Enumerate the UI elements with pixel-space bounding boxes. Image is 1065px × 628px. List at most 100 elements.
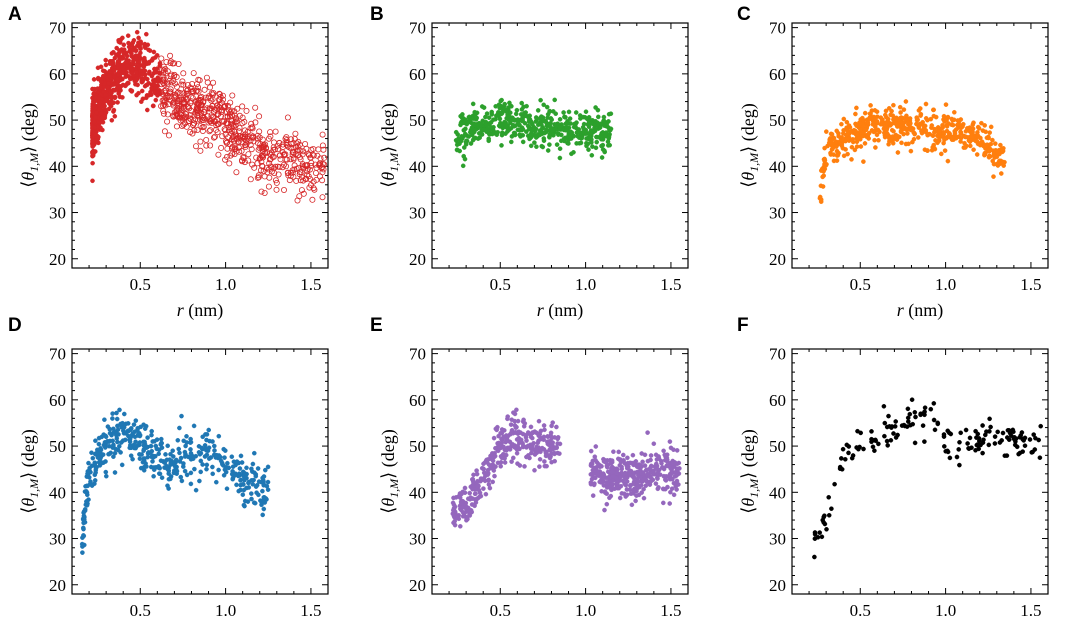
scatter-point: [130, 40, 136, 46]
scatter-point: [858, 120, 863, 126]
scatter-point: [834, 158, 840, 163]
scatter-point: [461, 127, 467, 133]
y-tick-label: 30: [49, 530, 66, 549]
scatter-point: [258, 188, 265, 195]
scatter-point: [146, 71, 152, 76]
scatter-point: [134, 29, 140, 35]
scatter-point: [90, 134, 95, 140]
scatter-point: [209, 103, 216, 110]
scatter-point: [854, 144, 860, 149]
scatter-point: [145, 451, 151, 456]
scatter-point: [115, 423, 120, 429]
scatter-point: [942, 137, 947, 143]
scatter-point: [177, 425, 182, 431]
scatter-point: [817, 194, 823, 200]
scatter-point: [536, 438, 541, 444]
scatter-point: [319, 131, 326, 138]
scatter-point: [524, 438, 529, 443]
scatter-point: [623, 475, 629, 481]
scatter-point: [590, 144, 595, 149]
y-tick-label: 40: [49, 157, 66, 176]
scatter-point: [956, 447, 962, 452]
scatter-point: [493, 445, 498, 451]
scatter-point: [91, 98, 96, 104]
scatter-point: [526, 127, 532, 132]
scatter-point: [667, 439, 673, 444]
scatter-point: [108, 90, 114, 95]
scatter-point: [166, 476, 172, 482]
scatter-point: [493, 116, 498, 122]
scatter-point: [858, 127, 863, 132]
scatter-point: [502, 101, 508, 107]
y-axis-label: ⟨θ1,M⟩ (deg): [18, 103, 41, 187]
scatter-point: [489, 131, 495, 137]
scatter-point: [210, 134, 217, 141]
scatter-point: [902, 120, 907, 125]
scatter-point: [272, 163, 279, 170]
scatter-point: [156, 471, 162, 476]
scatter-point: [252, 104, 259, 111]
scatter-point: [882, 433, 887, 439]
scatter-point: [289, 167, 296, 174]
scatter-point: [548, 116, 554, 121]
scatter-point: [528, 131, 534, 136]
scatter-point: [271, 170, 278, 177]
scatter-point: [870, 444, 876, 450]
scatter-point: [839, 456, 844, 461]
scatter-point: [872, 448, 877, 454]
scatter-point: [181, 120, 188, 127]
scatter-point: [908, 148, 914, 154]
scatter-point: [224, 139, 231, 146]
x-tick-label: 1.5: [660, 601, 681, 620]
scatter-point: [95, 75, 101, 81]
scatter-point: [246, 480, 251, 486]
scatter-point: [992, 441, 998, 446]
scatter-point: [208, 119, 215, 126]
scatter-point: [460, 504, 466, 510]
scatter-point: [922, 123, 928, 129]
scatter-point: [849, 157, 854, 162]
scatter-point: [969, 445, 974, 451]
scatter-point: [134, 76, 140, 82]
scatter-point: [573, 125, 579, 131]
scatter-point: [537, 464, 542, 469]
scatter-point: [986, 442, 992, 448]
scatter-point: [200, 434, 205, 440]
scatter-point: [161, 128, 168, 135]
scatter-point: [625, 455, 630, 461]
scatter-point: [159, 440, 164, 446]
scatter-point: [143, 461, 148, 466]
scatter-point: [245, 157, 252, 164]
scatter-point: [627, 470, 632, 475]
scatter-point: [656, 456, 662, 461]
scatter-point: [965, 441, 970, 446]
scatter-point: [616, 449, 622, 455]
scatter-point: [117, 88, 123, 93]
scatter-point: [203, 136, 210, 143]
scatter-point: [100, 68, 106, 73]
scatter-point: [944, 117, 949, 123]
scatter-point: [539, 126, 545, 131]
scatter-point: [494, 427, 500, 433]
y-tick-label: 40: [409, 483, 426, 502]
scatter-point: [589, 121, 594, 126]
plot-frame: [791, 22, 1049, 269]
scatter-point: [909, 397, 915, 403]
y-tick-label: 40: [49, 483, 66, 502]
scatter-point: [899, 140, 904, 146]
scatter-point: [229, 122, 236, 129]
scatter-point: [460, 163, 466, 169]
scatter-point: [588, 472, 594, 477]
scatter-point: [163, 59, 170, 66]
scatter-point: [116, 432, 121, 437]
scatter-point: [561, 110, 566, 115]
scatter-point: [182, 449, 188, 455]
scatter-point: [569, 151, 574, 157]
scatter-point: [481, 486, 486, 491]
y-tick-label: 60: [49, 391, 66, 410]
scatter-point: [914, 115, 920, 120]
scatter-point: [98, 450, 103, 456]
scatter-point: [191, 112, 198, 119]
scatter-point: [839, 121, 844, 127]
scatter-point: [922, 439, 927, 444]
